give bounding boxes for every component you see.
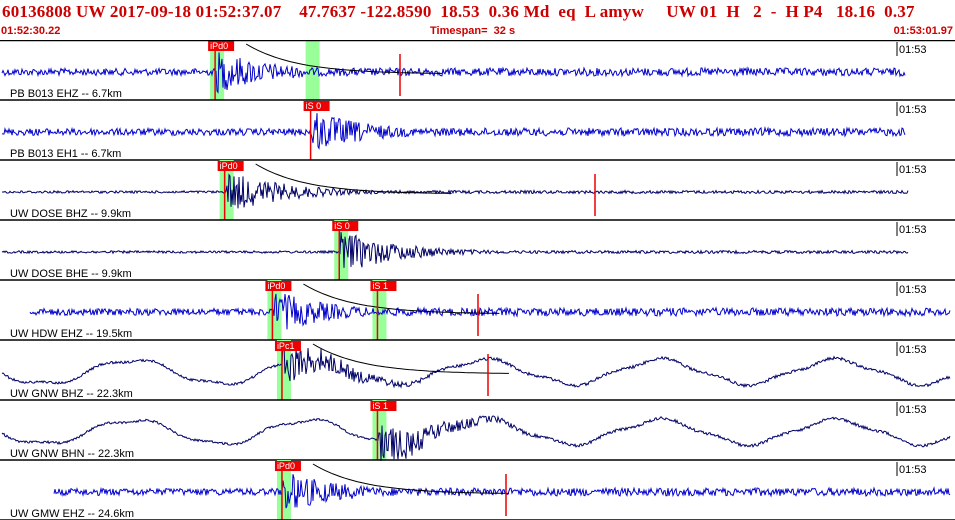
trace-row[interactable]: iS 0 01:53 UW DOSE BHE -- 9.9km [0,220,955,281]
end-time-label: 01:53:01.97 [893,25,953,37]
pick-window [276,340,291,400]
waveform [1,415,951,462]
trace-time-label: 01:53 [899,284,927,296]
waveform [1,232,909,268]
trace-row[interactable]: iPd0 iS 1 01:53 UW HDW EHZ -- 19.5km [0,280,955,341]
pick-window [372,280,387,340]
trace-time-label: 01:53 [899,344,927,356]
waveform [1,52,906,94]
trace-time-label: 01:53 [899,224,927,236]
pick-flag[interactable] [274,341,301,351]
trace-station-label: PB B013 EHZ -- 6.7km [10,88,122,100]
trace-time-label: 01:53 [899,404,927,416]
trace-station-label: UW GNW BHZ -- 22.3km [10,388,133,400]
event-summary-line: 60136808 UW 2017-09-18 01:52:37.07 47.76… [2,2,915,21]
pick-flag[interactable] [274,461,301,471]
trace-row[interactable]: iS 0 01:53 PB B013 EH1 -- 6.7km [0,101,955,161]
trace-station-label: PB B013 EH1 -- 6.7km [10,148,121,160]
pick-flag[interactable] [332,221,359,231]
timespan-label: Timespan= 32 s [430,25,516,37]
coda-curve [312,463,509,494]
seismogram-panel[interactable]: iPd0 01:53 PB B013 EHZ -- 6.7km iS 0 01:53 PB… [0,40,955,520]
trace-row[interactable]: iPd0 01:53 UW DOSE BHZ -- 9.9km [0,160,955,221]
pick-flag[interactable] [370,281,397,291]
coda-curve [255,163,452,194]
coda-curve [245,43,443,74]
trace-time-label: 01:53 [899,44,927,56]
pick-window [210,40,225,100]
trace-station-label: UW GMW EHZ -- 24.6km [10,508,134,520]
waveform [1,341,951,389]
trace-station-label: UW DOSE BHZ -- 9.9km [10,208,131,220]
pick-flag[interactable] [208,41,235,51]
trace-station-label: UW GNW BHN -- 22.3km [10,448,134,460]
trace-station-label: UW HDW EHZ -- 19.5km [10,328,132,340]
start-time-label: 01:52:30.22 [1,25,61,37]
coda-curve [312,343,509,374]
pick-flag-label: iPd0 [277,461,295,471]
pick-flag-label: iS 0 [306,101,322,111]
coda-curve [303,283,500,314]
pick-flag[interactable] [303,101,330,111]
pick-window [305,40,320,100]
trace-row[interactable]: iPd0 01:53 PB B013 EHZ -- 6.7km [0,40,955,101]
pick-flag-label: iPd0 [210,41,228,51]
pick-flag-label: iS 1 [372,281,388,291]
pick-flag[interactable] [265,281,292,291]
pick-flag-label: iPc1 [277,341,295,351]
pick-flag[interactable] [370,401,397,411]
waveform [29,293,951,330]
pick-flag-label: iPd0 [220,161,238,171]
pick-window [334,220,349,280]
waveform [1,173,909,209]
event-header: 60136808 UW 2017-09-18 01:52:37.07 47.76… [0,0,955,40]
trace-row[interactable]: iPd0 01:53 UW GMW EHZ -- 24.6km [0,460,955,520]
trace-time-label: 01:53 [899,464,927,476]
trace-row[interactable]: iS 1 01:53 UW GNW BHN -- 22.3km [0,400,955,462]
pick-flag-label: iS 0 [334,221,350,231]
pick-flag-label: iS 1 [372,401,388,411]
waveform [1,113,906,150]
trace-row[interactable]: iPc1 01:53 UW GNW BHZ -- 22.3km [0,340,955,401]
waveform [53,474,951,509]
trace-station-label: UW DOSE BHE -- 9.9km [10,268,132,280]
pick-flag[interactable] [217,161,244,171]
trace-time-label: 01:53 [899,164,927,176]
trace-time-label: 01:53 [899,104,927,116]
pick-flag-label: iPd0 [267,281,285,291]
